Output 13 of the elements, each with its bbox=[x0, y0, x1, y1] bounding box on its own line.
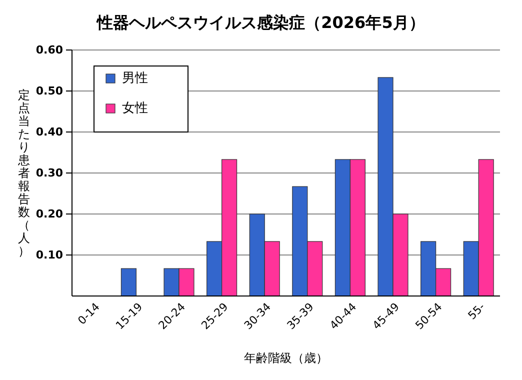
y-tick-label: 0.20 bbox=[36, 208, 64, 221]
y-tick-label: 0.40 bbox=[36, 126, 64, 139]
y-tick-label: 0.50 bbox=[36, 84, 64, 98]
legend-label: 女性 bbox=[122, 101, 148, 116]
bar bbox=[120, 268, 136, 296]
x-axis-title: 年齢階級（歳） bbox=[244, 351, 328, 365]
chart-title: 性器ヘルペスウイルス感染症（2026年5月） bbox=[96, 13, 425, 32]
x-tick-label: 55- bbox=[466, 300, 488, 322]
y-tick-label: 0.30 bbox=[36, 166, 64, 180]
y-tick-label: 0.60 bbox=[36, 44, 64, 57]
legend-label: 男性 bbox=[122, 71, 148, 86]
y-tick-label: 0.10 bbox=[36, 248, 64, 262]
text: 定点当たり患者報告数（人） bbox=[18, 88, 30, 258]
